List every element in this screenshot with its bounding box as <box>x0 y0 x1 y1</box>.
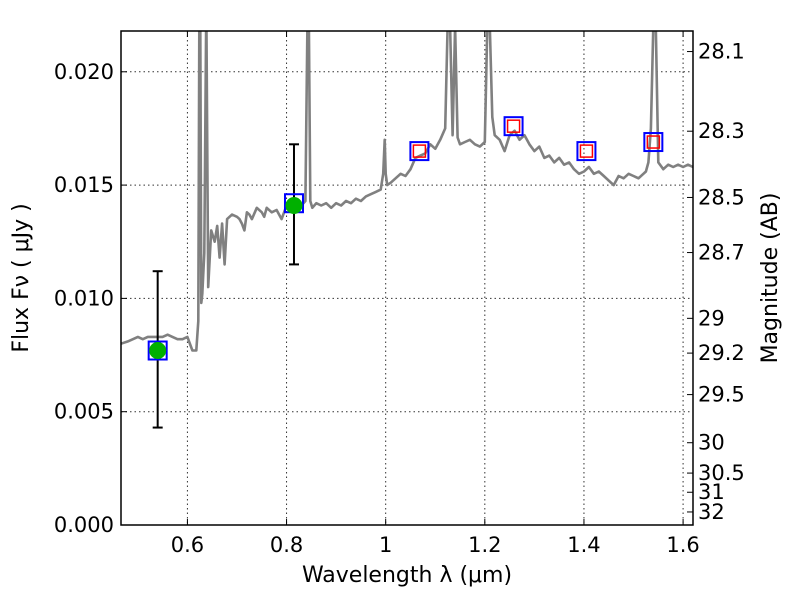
x-axis-label: Wavelength λ (μm) <box>302 563 512 588</box>
x-tick-label: 1.6 <box>666 533 699 557</box>
markers <box>147 116 664 429</box>
x-tick-label: 0.6 <box>171 533 204 557</box>
right-tick-label: 32 <box>698 500 725 524</box>
predicted-photometry-square <box>579 144 594 158</box>
x-tick-label: 1.4 <box>567 533 600 557</box>
right-tick-label: 30 <box>698 431 725 455</box>
right-tick-label: 28.7 <box>698 241 745 265</box>
predicted-photometry-square <box>506 119 521 133</box>
model-photometry-square <box>576 141 597 162</box>
model-photometry-square <box>503 116 524 137</box>
model-photometry-square <box>643 132 664 153</box>
right-axis-label: Magnitude (AB) <box>758 193 783 364</box>
x-tick-label: 0.8 <box>270 533 303 557</box>
observed-photometry-point <box>149 342 167 360</box>
right-tick-label: 29.2 <box>698 341 745 365</box>
y-tick-label: 0.015 <box>54 173 114 197</box>
right-tick-label: 28.5 <box>698 185 745 209</box>
right-tick-label: 29.5 <box>698 383 745 407</box>
right-tick-label: 28.1 <box>698 40 745 64</box>
model-photometry-square <box>409 141 430 162</box>
plot-area <box>121 31 693 352</box>
x-tick-label: 1 <box>379 533 392 557</box>
y-tick-label: 0.005 <box>54 400 114 424</box>
observed-photometry-point <box>285 196 303 214</box>
ticks: 0.6 0.8 1 1.2 1.4 1.6 0.000 0.005 0.010 0.015 0.02… <box>54 31 745 557</box>
right-tick-label: 31 <box>698 480 725 504</box>
sed-model-line <box>121 31 693 352</box>
predicted-photometry-square <box>412 144 427 158</box>
x-tick-label: 1.2 <box>468 533 501 557</box>
model-photometry-square <box>147 340 168 361</box>
y-tick-label: 0.020 <box>54 60 114 84</box>
plot-frame <box>120 30 694 526</box>
y-tick-label: 0.010 <box>54 286 114 310</box>
right-tick-label: 28.3 <box>698 119 745 143</box>
y-axis-label: Flux Fν ( μJy ) <box>9 203 34 352</box>
y-tick-label: 0.000 <box>54 513 114 537</box>
right-tick-label: 30.5 <box>698 461 745 485</box>
predicted-photometry-square <box>646 135 661 149</box>
right-tick-label: 29 <box>698 306 725 330</box>
